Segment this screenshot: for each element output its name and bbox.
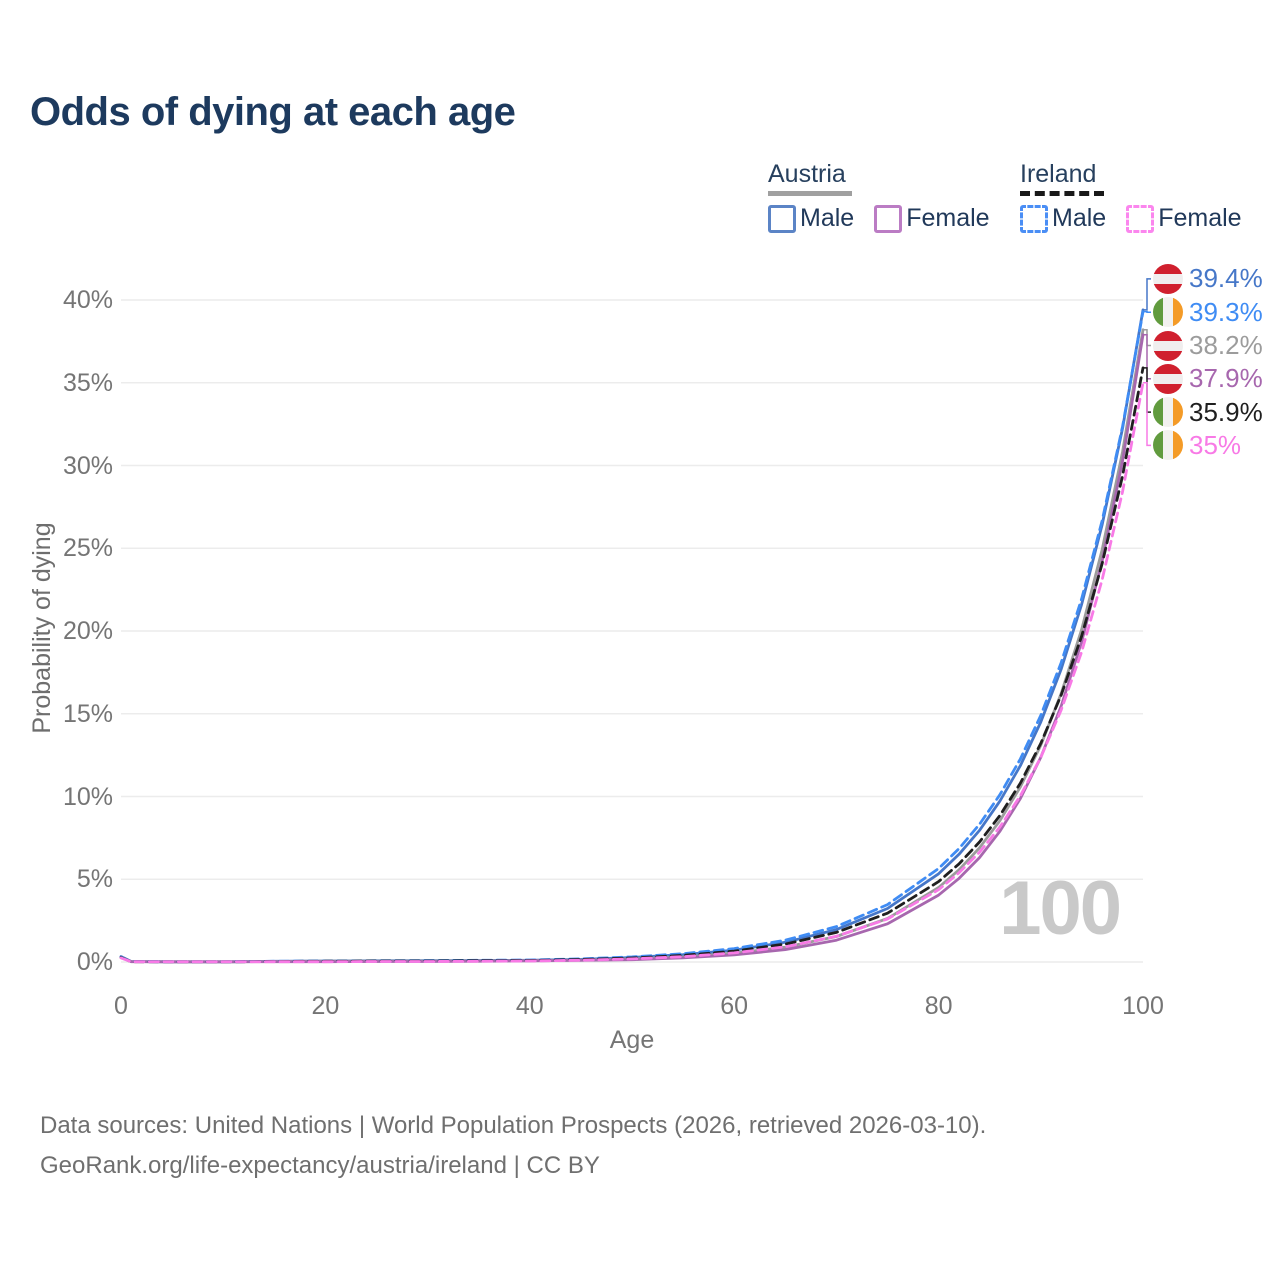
y-tick-5%: 5%	[76, 865, 113, 894]
hover-age-watermark: 100	[999, 866, 1122, 951]
end-label-ireland-female[interactable]: 35%	[1153, 429, 1241, 461]
y-tick-40%: 40%	[62, 286, 113, 314]
y-tick-35%: 35%	[62, 368, 113, 397]
end-label-ireland-male[interactable]: 39.3%	[1153, 296, 1263, 328]
end-label-ireland[interactable]: 35.9%	[1153, 396, 1263, 428]
y-tick-30%: 30%	[62, 451, 113, 480]
legend-line-sample-dashed	[1020, 191, 1104, 196]
end-label-austria-male[interactable]: 39.4%	[1153, 263, 1263, 295]
legend-label-ireland-female[interactable]: Female	[1158, 204, 1242, 232]
legend-line-sample-solid	[768, 191, 852, 196]
austria-flag-icon	[1153, 363, 1183, 394]
end-label-connector-ireland-female	[1143, 382, 1151, 447]
footer: Data sources: United Nations | World Pop…	[40, 1106, 986, 1186]
end-label-austria[interactable]: 38.2%	[1153, 330, 1263, 362]
legend-label-ireland-male[interactable]: Male	[1052, 204, 1107, 232]
y-tick-10%: 10%	[62, 782, 113, 811]
x-tick-40: 40	[515, 992, 544, 1020]
legend-label-austria-male[interactable]: Male	[800, 204, 855, 232]
series-line-ireland[interactable]	[119, 366, 1145, 964]
y-tick-15%: 15%	[62, 699, 113, 728]
end-label-austria-female[interactable]: 37.9%	[1153, 363, 1263, 395]
x-axis-title: Age	[609, 1026, 655, 1054]
ireland-flag-icon	[1153, 297, 1183, 328]
x-tick-80: 80	[924, 992, 953, 1020]
end-label-value: 38.2%	[1189, 330, 1263, 361]
end-label-value: 35.9%	[1189, 396, 1263, 427]
end-label-value: 39.3%	[1189, 296, 1263, 327]
end-label-value: 37.9%	[1189, 363, 1263, 394]
series-line-austria[interactable]	[119, 328, 1145, 964]
page-title: Odds of dying at each age	[30, 90, 516, 134]
series-line-ireland-female[interactable]	[119, 381, 1145, 964]
austria-flag-icon	[1153, 330, 1183, 361]
y-tick-25%: 25%	[62, 534, 113, 563]
end-label-value: 35%	[1189, 429, 1242, 460]
end-label-value: 39.4%	[1189, 263, 1263, 294]
end-label-connector-austria-female	[1143, 334, 1151, 380]
legend-group-austria: Austria Male Female	[768, 160, 1010, 233]
legend-label-austria-female[interactable]: Female	[906, 204, 990, 232]
legend-checkbox-ireland-male[interactable]	[1020, 204, 1048, 233]
x-tick-100: 100	[1122, 992, 1164, 1020]
legend-group-ireland: Ireland Male Female	[1020, 160, 1262, 233]
series-line-austria-male[interactable]	[119, 308, 1145, 964]
series-line-ireland-male[interactable]	[119, 310, 1145, 964]
ireland-flag-icon	[1153, 430, 1183, 461]
y-tick-0%: 0%	[76, 948, 113, 976]
legend-checkbox-austria-male[interactable]	[768, 204, 796, 233]
legend-checkbox-ireland-female[interactable]	[1126, 204, 1155, 233]
footer-attribution: GeoRank.org/life-expectancy/austria/irel…	[40, 1152, 600, 1179]
x-tick-60: 60	[720, 992, 749, 1020]
ireland-flag-icon	[1153, 397, 1183, 428]
legend-country-ireland[interactable]: Ireland	[1020, 160, 1097, 188]
series-line-austria-female[interactable]	[119, 333, 1145, 964]
x-tick-20: 20	[311, 992, 340, 1020]
end-label-connector-austria-male	[1143, 278, 1151, 311]
y-tick-20%: 20%	[62, 617, 113, 645]
footer-data-sources: Data sources: United Nations | World Pop…	[40, 1112, 987, 1139]
legend-checkbox-austria-female[interactable]	[874, 204, 903, 233]
legend-country-austria[interactable]: Austria	[768, 160, 846, 188]
end-label-connector-ireland-male	[1143, 310, 1151, 313]
austria-flag-icon	[1153, 263, 1183, 294]
x-tick-0: 0	[114, 992, 128, 1020]
